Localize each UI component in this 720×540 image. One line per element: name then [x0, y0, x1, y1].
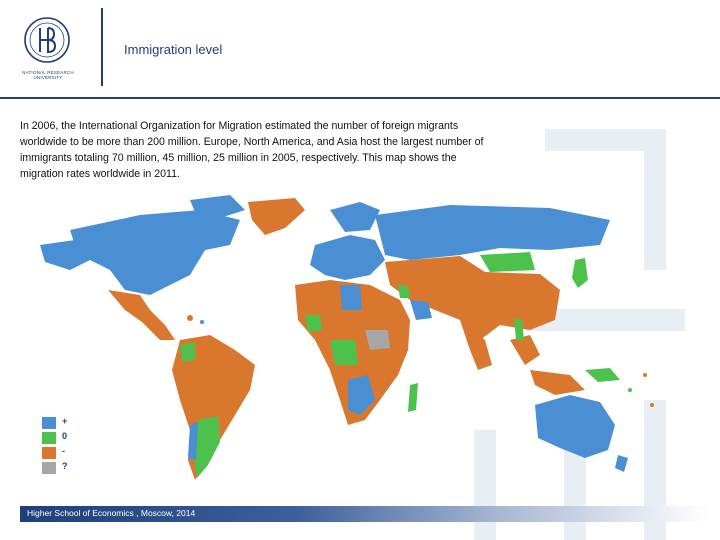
- region-australia: [535, 395, 615, 458]
- world-migration-map: [40, 195, 654, 480]
- legend-item: ?: [42, 461, 82, 474]
- logo-caption: NATIONAL RESEARCH UNIVERSITY: [22, 70, 74, 80]
- legend-item: +: [42, 416, 82, 429]
- slide-title: Immigration level: [124, 42, 223, 57]
- footer-bar: [20, 506, 710, 522]
- map-legend: +0 -?: [42, 416, 82, 479]
- header-divider: [101, 8, 103, 86]
- header-rule: [0, 97, 720, 99]
- region-central-america: [108, 290, 175, 340]
- legend-label: -: [62, 446, 65, 456]
- description-paragraph: In 2006, the International Organization …: [20, 120, 484, 180]
- legend-item: 0: [42, 431, 82, 444]
- legend-label: ?: [62, 461, 68, 471]
- region-russia: [375, 205, 610, 260]
- region-greenland: [248, 198, 305, 235]
- region-north-america: [40, 195, 245, 295]
- hse-logo: [24, 17, 70, 63]
- region-europe: [310, 202, 385, 280]
- legend-swatch: [42, 447, 56, 459]
- region-japan: [572, 258, 588, 288]
- region-asia: [385, 256, 585, 395]
- legend-swatch: [42, 462, 56, 474]
- region-africa: [295, 280, 418, 425]
- legend-label: +: [62, 416, 68, 426]
- region-south-america: [172, 335, 255, 480]
- region-mongolia: [480, 252, 535, 272]
- slide-header: NATIONAL RESEARCH UNIVERSITY Immigration…: [0, 0, 720, 98]
- legend-swatch: [42, 432, 56, 444]
- legend-swatch: [42, 417, 56, 429]
- footer-text: Higher School of Economics , Moscow, 201…: [27, 508, 196, 518]
- legend-label: 0: [62, 431, 68, 441]
- legend-item: -: [42, 446, 82, 459]
